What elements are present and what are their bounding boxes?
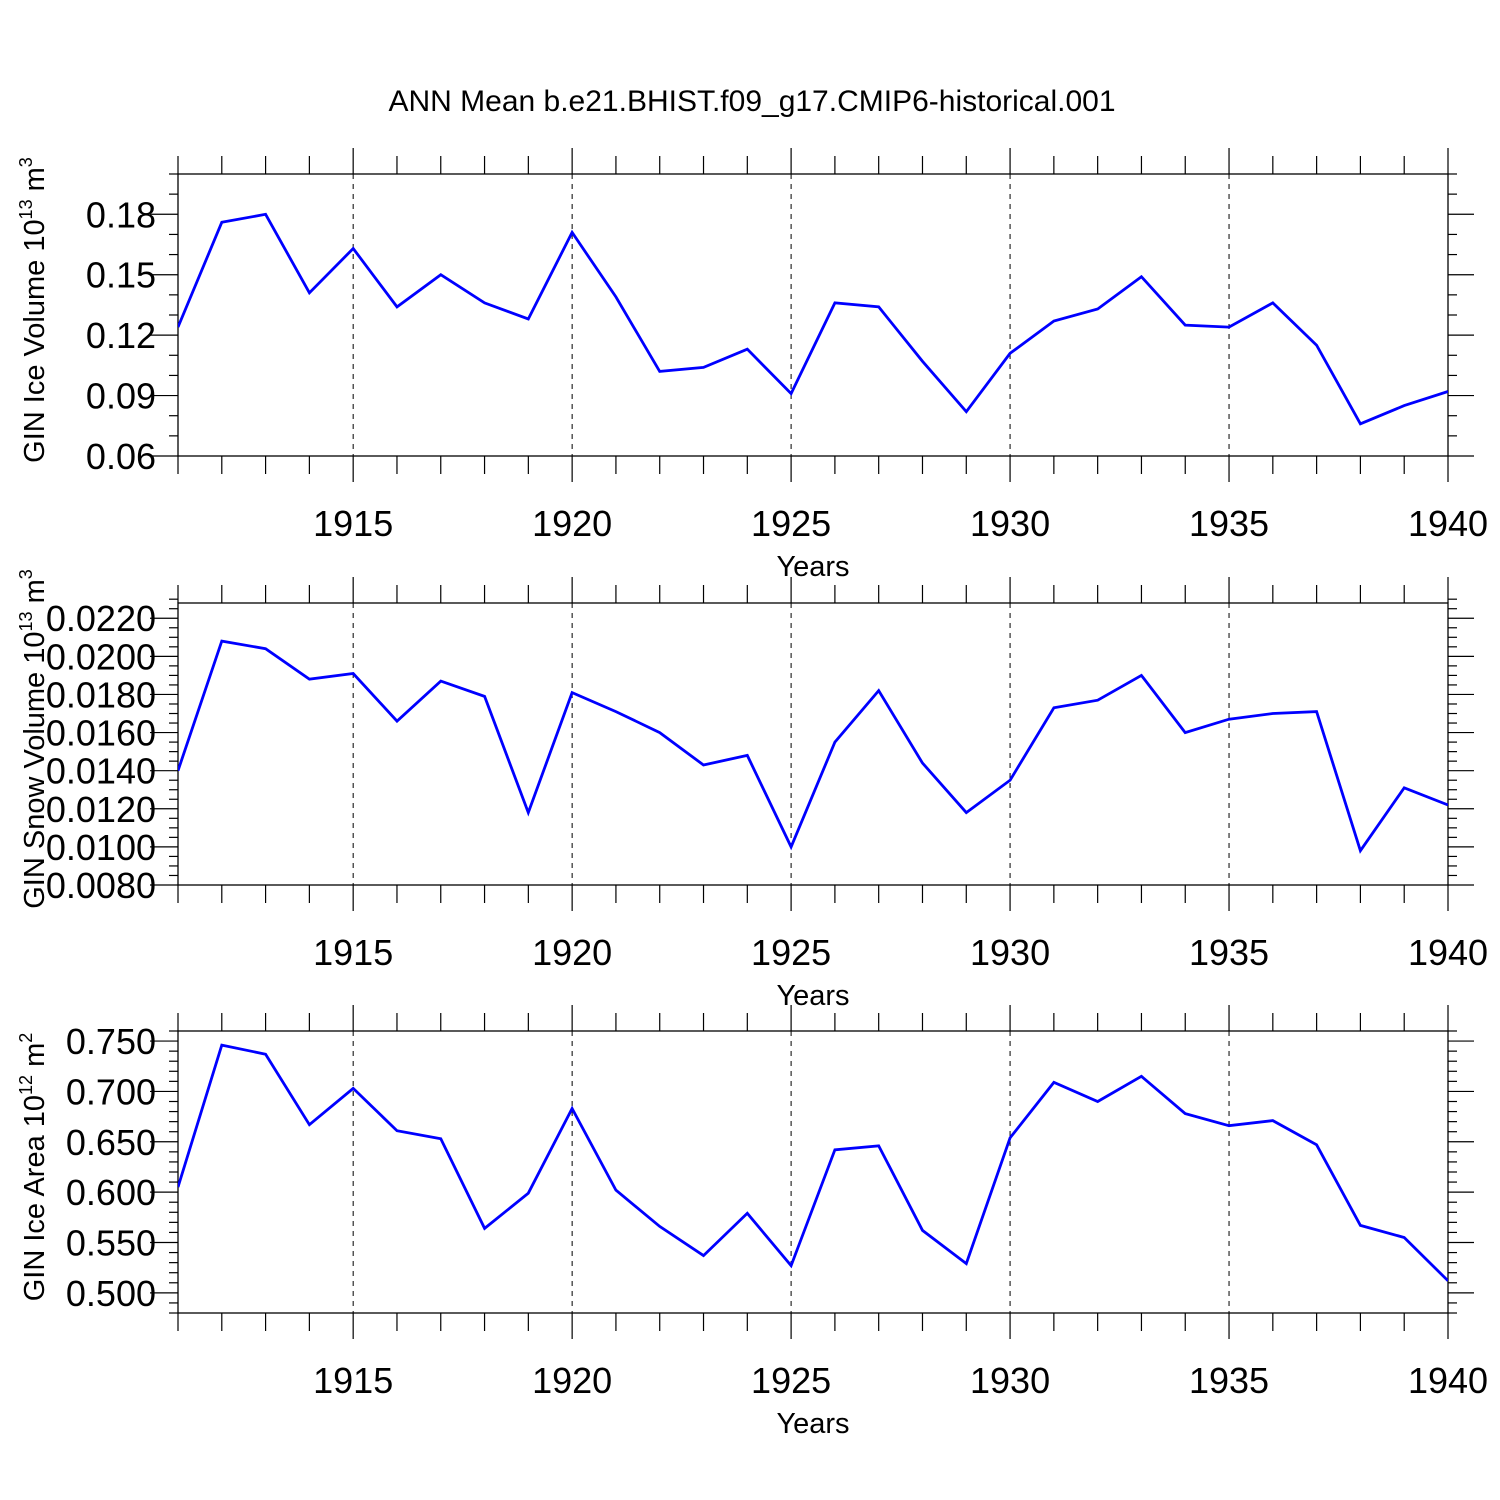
- y-tick-label: 0.0120: [46, 789, 156, 830]
- chart-title: ANN Mean b.e21.BHIST.f09_g17.CMIP6-histo…: [388, 85, 1115, 118]
- y-tick-label: 0.0100: [46, 827, 156, 868]
- x-tick-label: 1940: [1408, 503, 1488, 544]
- y-tick-label: 0.600: [66, 1172, 156, 1213]
- x-tick-label: 1930: [970, 1360, 1050, 1401]
- x-tick-label: 1915: [313, 503, 393, 544]
- plot-frame: [177, 602, 1449, 886]
- y-axis-label-exponent: 13: [16, 199, 36, 219]
- y-tick-label: 0.750: [66, 1021, 156, 1062]
- x-tick-label: 1920: [532, 503, 612, 544]
- y-axis-label-unit: m: [19, 1043, 51, 1075]
- panel-1: 1915 1920 1925 1930 1935 1940 Years 0.06 0.09 0.1…: [16, 148, 1488, 583]
- y-tick-label: 0.0160: [46, 713, 156, 754]
- x-tick-label: 1920: [532, 1360, 612, 1401]
- series-line: [178, 639, 1448, 854]
- y-axis-label-exponent: 12: [16, 1075, 36, 1095]
- y-tick-label: 0.18: [86, 194, 156, 235]
- x-tick-label: 1935: [1189, 503, 1269, 544]
- y-tick-label: 0.09: [86, 376, 156, 417]
- plot-frame: [177, 1030, 1449, 1314]
- series-line: [178, 212, 1448, 426]
- y-axis-label-text: GIN Ice Area 10: [19, 1095, 51, 1301]
- y-tick-label: 0.0140: [46, 751, 156, 792]
- x-tick-label: 1925: [751, 1360, 831, 1401]
- x-tick-label: 1920: [532, 932, 612, 973]
- x-tick-label: 1935: [1189, 932, 1269, 973]
- y-axis-label-text: GIN Ice Volume 10: [19, 219, 51, 462]
- x-tick-label: 1925: [751, 503, 831, 544]
- y-axis-label: GIN Ice Area 1012 m2: [16, 1033, 51, 1302]
- series-line: [178, 1043, 1448, 1282]
- x-tick-label: 1935: [1189, 1360, 1269, 1401]
- y-tick-label: 0.0200: [46, 636, 156, 677]
- plot-frame: [177, 173, 1449, 457]
- y-axis-label-unit-exponent: 2: [16, 1033, 36, 1043]
- x-tick-label: 1915: [313, 1360, 393, 1401]
- y-tick-label: 0.0180: [46, 674, 156, 715]
- y-axis-label: GIN Snow Volume 1013 m3: [16, 569, 51, 909]
- y-tick-label: 0.0080: [46, 865, 156, 906]
- x-axis-label: Years: [776, 1408, 849, 1440]
- y-tick-label: 0.12: [86, 315, 156, 356]
- y-tick-label: 0.0220: [46, 598, 156, 639]
- panels: 1915 1920 1925 1930 1935 1940 Years 0.06 0.09 0.1…: [16, 148, 1488, 1440]
- y-axis-label-text: GIN Snow Volume 10: [19, 632, 51, 909]
- x-tick-label: 1915: [313, 932, 393, 973]
- x-tick-label: 1940: [1408, 1360, 1488, 1401]
- y-axis-label-unit: m: [19, 167, 51, 199]
- y-axis-label-exponent: 13: [16, 611, 36, 631]
- panel-2: 1915 1920 1925 1930 1935 1940 Years 0.00800.010…: [16, 569, 1488, 1012]
- y-tick-label: 0.15: [86, 255, 156, 296]
- y-axis-label-unit: m: [19, 579, 51, 611]
- y-tick-label: 0.06: [86, 436, 156, 477]
- y-tick-label: 0.650: [66, 1122, 156, 1163]
- y-tick-label: 0.550: [66, 1223, 156, 1264]
- x-axis-label: Years: [776, 551, 849, 583]
- y-axis-label: GIN Ice Volume 1013 m3: [16, 157, 51, 463]
- y-tick-label: 0.700: [66, 1071, 156, 1112]
- x-axis-label: Years: [776, 980, 849, 1012]
- y-tick-label: 0.500: [66, 1273, 156, 1314]
- y-axis-label-unit-exponent: 3: [16, 157, 36, 167]
- x-tick-label: 1940: [1408, 932, 1488, 973]
- x-tick-label: 1930: [970, 932, 1050, 973]
- panel-3: 1915 1920 1925 1930 1935 1940 Years 0.500 0.550 0…: [16, 1005, 1488, 1440]
- x-tick-label: 1925: [751, 932, 831, 973]
- x-tick-label: 1930: [970, 503, 1050, 544]
- y-axis-label-unit-exponent: 3: [16, 569, 36, 579]
